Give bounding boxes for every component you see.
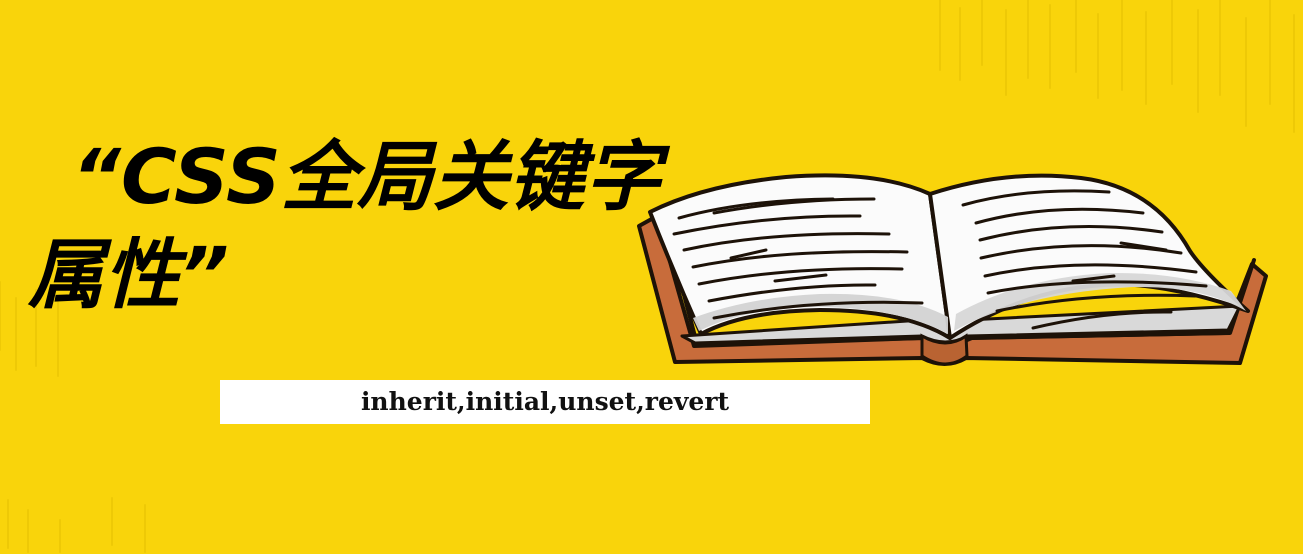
book-spine [920, 333, 969, 366]
subtitle-bar: inherit,initial,unset,revert [220, 380, 870, 424]
open-book-icon [637, 173, 1268, 366]
title-line-2: 属性” [28, 230, 229, 319]
right-page-lines [961, 189, 1208, 330]
left-page-lines [672, 197, 924, 320]
title-line-1: “CSS全局关键字 [72, 132, 661, 221]
page-title: “CSS全局关键字 属性” [28, 128, 678, 324]
subtitle-text: inherit,initial,unset,revert [360, 387, 730, 416]
